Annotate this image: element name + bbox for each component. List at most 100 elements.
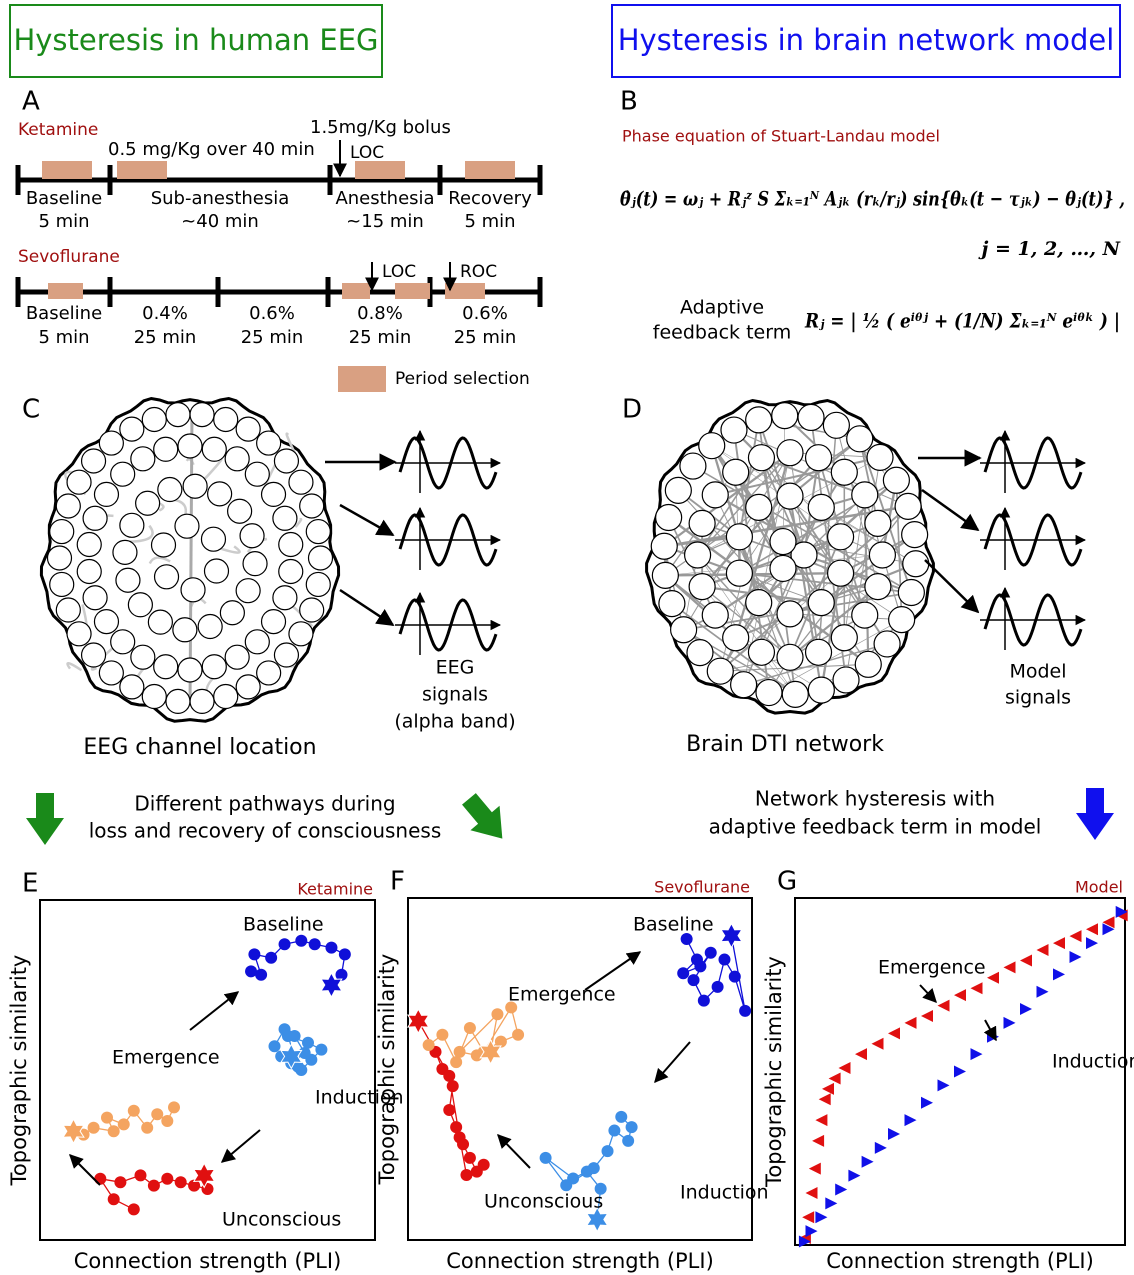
node	[828, 524, 854, 550]
point	[118, 1118, 130, 1130]
point	[108, 1125, 120, 1137]
label: 0.5 mg/Kg over 40 min	[108, 139, 315, 160]
electrode	[225, 645, 249, 669]
point	[812, 1135, 824, 1147]
point	[148, 1180, 160, 1192]
node	[777, 483, 803, 509]
node	[798, 404, 824, 430]
electrode	[120, 513, 144, 537]
label: 0.8%	[357, 303, 403, 324]
electrode	[111, 630, 135, 654]
label: 5 min	[38, 211, 89, 232]
arrow	[922, 490, 978, 530]
point	[712, 981, 724, 993]
label: LOC	[382, 262, 416, 282]
point	[151, 1108, 163, 1120]
label: Anesthesia	[335, 188, 434, 209]
point	[248, 948, 260, 960]
point	[1053, 937, 1065, 949]
point	[921, 1010, 933, 1022]
arrow	[498, 1135, 530, 1168]
label: signals	[1005, 687, 1071, 709]
electrode	[273, 506, 297, 530]
node	[806, 639, 832, 665]
node	[777, 644, 803, 670]
electrode	[225, 447, 249, 471]
point	[1053, 968, 1065, 980]
point	[835, 1183, 847, 1195]
electrode	[56, 598, 80, 622]
node	[746, 590, 772, 616]
electrode	[243, 552, 267, 576]
node	[770, 529, 796, 555]
page: { "header": {"left_title": "Hysteresis i…	[0, 0, 1134, 1275]
label: ~15 min	[346, 211, 424, 232]
point	[302, 1037, 314, 1049]
node	[847, 426, 873, 452]
node	[777, 440, 803, 466]
point	[581, 1166, 593, 1178]
electrode	[99, 661, 123, 685]
point	[608, 1125, 620, 1137]
point	[491, 1008, 503, 1020]
node	[806, 445, 832, 471]
electrode	[236, 675, 260, 699]
point	[718, 954, 730, 966]
electrode	[306, 572, 330, 596]
point	[822, 1083, 834, 1095]
y-axis-label: Topographic similarity	[762, 956, 786, 1188]
electrode	[245, 630, 269, 654]
node	[665, 477, 691, 503]
panel-label: G	[777, 867, 797, 897]
node	[702, 602, 728, 628]
node	[889, 607, 915, 633]
label: Brain DTI network	[686, 732, 884, 757]
point	[855, 1048, 867, 1060]
point	[128, 1203, 140, 1215]
electrode	[178, 658, 202, 682]
point	[815, 1211, 827, 1223]
point	[875, 1142, 887, 1154]
electrode	[142, 685, 166, 709]
chart-title: Ketamine	[297, 880, 373, 899]
node	[874, 631, 900, 657]
point	[1086, 923, 1098, 935]
point	[443, 1070, 455, 1082]
label: (alpha band)	[394, 711, 515, 733]
electrode	[257, 661, 281, 685]
label: 25 min	[349, 327, 412, 348]
node	[852, 602, 878, 628]
node	[756, 680, 782, 706]
electrode	[166, 403, 190, 427]
point	[848, 1170, 860, 1182]
node	[671, 617, 697, 643]
electrode	[166, 689, 190, 713]
point	[128, 1105, 140, 1117]
node	[831, 459, 857, 485]
label: 25 min	[134, 327, 197, 348]
electrode	[173, 618, 197, 642]
arrow	[340, 590, 393, 625]
point	[971, 1048, 983, 1060]
equation: j = 1, 2, …, N	[977, 238, 1120, 260]
point	[938, 1000, 950, 1012]
label: C	[22, 395, 40, 425]
electrode	[279, 560, 303, 584]
electrode	[82, 643, 106, 667]
point	[905, 1114, 917, 1126]
electrode	[48, 546, 72, 570]
node	[903, 551, 929, 577]
point	[447, 1080, 459, 1092]
point	[265, 952, 277, 964]
node	[680, 453, 706, 479]
point	[161, 1173, 173, 1185]
label: 25 min	[454, 327, 517, 348]
point	[436, 1029, 448, 1041]
electrode	[111, 462, 135, 486]
series-label: Emergence	[508, 984, 616, 1006]
node	[865, 574, 891, 600]
period-selection	[355, 161, 405, 179]
electrode	[94, 482, 118, 506]
point	[905, 1017, 917, 1029]
label: ~40 min	[181, 211, 259, 232]
